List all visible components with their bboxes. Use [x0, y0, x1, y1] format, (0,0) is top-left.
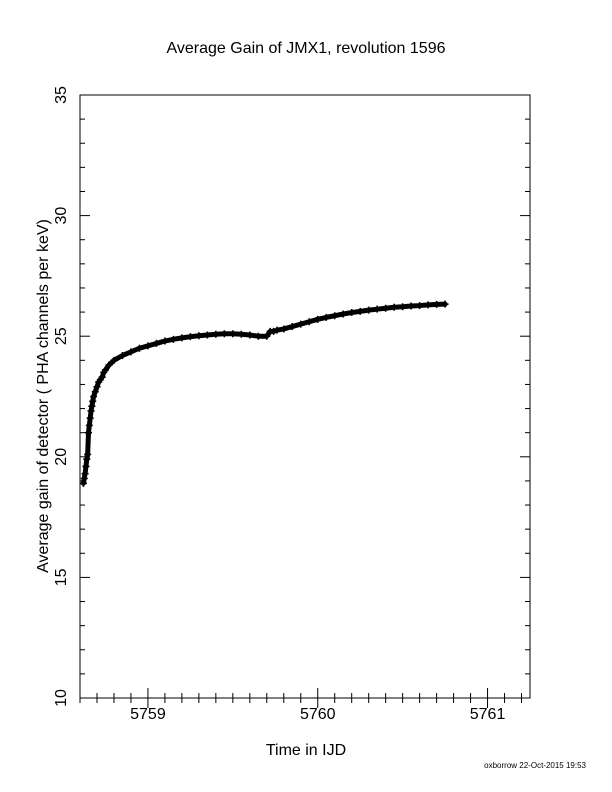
chart-title: Average Gain of JMX1, revolution 1596: [167, 40, 446, 57]
data-series: [79, 300, 449, 487]
plot-frame: [79, 94, 531, 699]
y-tick-label: 10: [53, 689, 70, 707]
x-axis: 5759 5760 5761: [79, 688, 523, 723]
y-axis: 10 15 20 25 30 35: [53, 86, 530, 707]
x-tick-label: 5761: [470, 706, 506, 723]
y-tick-label: 30: [53, 207, 70, 225]
y-axis-label: Average gain of detector ( PHA channels …: [35, 219, 52, 573]
x-tick-label: 5759: [130, 706, 166, 723]
x-tick-label: 5760: [300, 706, 336, 723]
y-tick-label: 20: [53, 448, 70, 466]
y-tick-label: 15: [53, 568, 70, 586]
data-band: [80, 301, 448, 486]
footer-credit: oxborrow 22-Oct-2015 19:53: [484, 761, 586, 770]
y-tick-label: 35: [53, 86, 70, 104]
y-tick-label: 25: [53, 327, 70, 345]
x-axis-label: Time in IJD: [266, 742, 346, 759]
